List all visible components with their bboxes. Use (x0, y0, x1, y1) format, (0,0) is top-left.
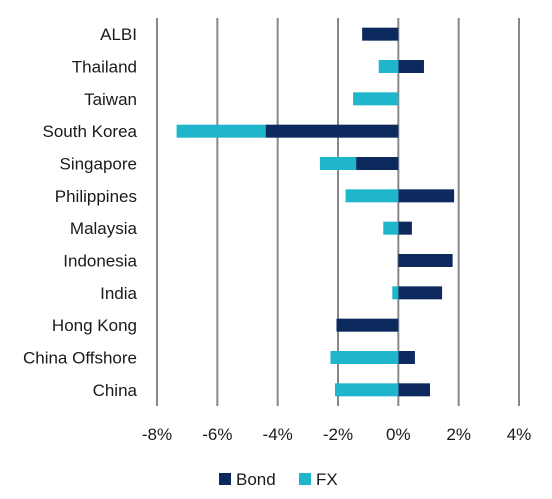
category-label: ALBI (100, 25, 137, 44)
bar-bond (398, 383, 431, 397)
bar-fx (319, 157, 357, 170)
category-label: Malaysia (70, 219, 138, 238)
bar-bond (398, 286, 443, 300)
x-tick-label: -8% (142, 425, 172, 444)
x-tick-label: 4% (507, 425, 532, 444)
bar-fx (330, 351, 399, 364)
bar-bond (336, 318, 399, 332)
gridlines (156, 18, 520, 406)
category-label: Indonesia (63, 252, 137, 271)
bar-bond (398, 254, 453, 267)
x-tick-label: 0% (386, 425, 411, 444)
category-label: Taiwan (84, 90, 137, 109)
bar-bond (356, 157, 399, 170)
category-label: China Offshore (23, 349, 137, 368)
category-label: Thailand (72, 58, 137, 77)
bar-bond (398, 60, 424, 73)
bar-fx (345, 189, 399, 203)
legend-fx-swatch (299, 473, 311, 485)
category-label: Hong Kong (52, 316, 137, 335)
bar-fx (383, 221, 399, 235)
category-label: China (93, 381, 138, 400)
legend-bond-swatch (219, 473, 231, 485)
x-tick-label: -2% (323, 425, 353, 444)
legend-fx-label: FX (316, 470, 338, 489)
x-tick-label: 2% (446, 425, 471, 444)
bars (176, 27, 455, 397)
category-label: Philippines (55, 187, 137, 206)
legend-bond-label: Bond (236, 470, 276, 489)
category-labels: ALBI Thailand Taiwan South Korea Singapore Ph… (23, 25, 138, 400)
bar-fx (353, 92, 399, 106)
bar-bond (398, 189, 455, 203)
bar-bond (398, 221, 412, 235)
bar-fx (378, 60, 399, 73)
category-label: India (100, 284, 137, 303)
x-tick-labels: -8% -6% -4% -2% 0% 2% 4% (142, 425, 531, 444)
bar-bond (398, 351, 415, 364)
bar-fx (392, 286, 399, 300)
bar-fx (176, 124, 266, 138)
legend: Bond FX (219, 470, 338, 489)
category-label: Singapore (59, 155, 137, 174)
bar-bond (362, 27, 399, 41)
bar-fx (334, 383, 399, 397)
category-label: South Korea (42, 122, 137, 141)
bar-bond (265, 124, 399, 138)
x-tick-label: -4% (263, 425, 293, 444)
x-tick-label: -6% (202, 425, 232, 444)
